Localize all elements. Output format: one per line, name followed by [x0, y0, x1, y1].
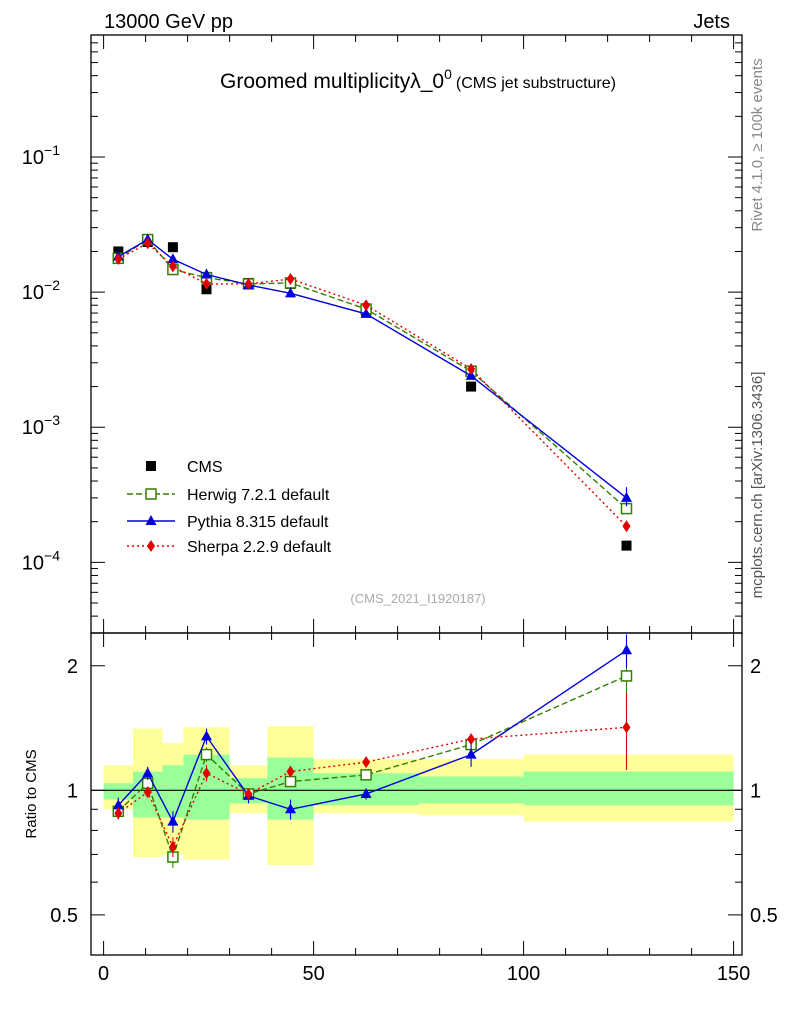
pythia-ratio-point: [112, 799, 124, 810]
ratio-y-tick-label-right: 1: [750, 780, 761, 802]
main-y-tick-label: 10−4: [22, 547, 60, 574]
analysis-id-watermark: (CMS_2021_I1920187): [350, 591, 485, 606]
pythia-main-point: [201, 268, 212, 279]
ratio-x-tick-label: 0: [98, 963, 109, 985]
main-y-tick-label: 10−1: [22, 142, 60, 169]
ratio-y-tick-label-left: 1: [67, 780, 78, 802]
pythia-ratio-point: [621, 644, 632, 655]
ratio-x-tick-label: 150: [717, 963, 750, 985]
rivet-version-label: Rivet 4.1.0, ≥ 100k events: [749, 58, 766, 231]
pythia-legend-label: Pythia 8.315 default: [187, 514, 329, 531]
pythia-main-point: [167, 253, 179, 264]
ratio-x-tick-label: 50: [302, 963, 324, 985]
sherpa-ratio-point: [114, 807, 123, 820]
ratio-uncertainty-bands: [91, 726, 742, 866]
ratio-y-tick-label-right: 0.5: [750, 905, 778, 927]
sherpa-ratio-point: [202, 767, 211, 780]
ratio-band-inner: [103, 783, 133, 800]
ratio-band-inner: [162, 765, 184, 818]
sherpa-ratio-line: [117, 726, 627, 849]
ratio-ylabel: Ratio to CMS: [23, 749, 40, 838]
plot-title: Groomed multiplicityλ_00(CMS jet substru…: [220, 66, 616, 93]
data-main-point: [167, 242, 178, 253]
header-process-label: Jets: [693, 11, 730, 33]
sherpa-ratio-point: [362, 756, 371, 769]
sherpa-main-point: [244, 277, 253, 290]
data-legend-marker: [146, 461, 156, 471]
herwig-ratio-point: [284, 775, 297, 788]
ratio-y-tick-label-right: 2: [750, 656, 761, 678]
pythia-ratio-point: [285, 803, 296, 814]
herwig-ratio-point: [360, 769, 372, 781]
ratio-x-tick-label: 100: [507, 963, 540, 985]
data-main-point: [621, 540, 632, 551]
pythia-ratio-point: [465, 748, 477, 759]
sherpa-ratio-point: [168, 840, 177, 853]
sherpa-main-point: [202, 277, 211, 290]
herwig-legend-label: Herwig 7.2.1 default: [187, 487, 330, 504]
main-y-tick-label: 10−2: [22, 277, 60, 304]
sherpa-main-point: [362, 299, 371, 312]
data-legend-label: CMS: [187, 459, 223, 476]
herwig-ratio-point: [200, 748, 213, 761]
sherpa-legend-marker: [147, 540, 155, 552]
sherpa-ratio-point: [467, 733, 476, 746]
sherpa-main-point: [168, 260, 177, 273]
herwig-legend-marker: [145, 488, 157, 500]
legend: CMS Herwig 7.2.1 default Pythia 8.315 defa…: [127, 459, 332, 556]
data-main-point: [466, 381, 477, 392]
sherpa-ratio-point: [244, 787, 253, 800]
sherpa-ratio-point: [143, 786, 152, 799]
pythia-main-point: [360, 307, 372, 318]
pythia-main-point: [285, 287, 296, 298]
ratio-y-tick-label-left: 2: [67, 656, 78, 678]
header-energy-label: 13000 GeV pp: [104, 11, 233, 33]
ratio-band-inner: [523, 771, 734, 806]
pythia-ratio-point: [167, 815, 179, 826]
sherpa-main-point: [143, 237, 152, 250]
pythia-ratio-point: [201, 730, 212, 741]
main-y-tick-label: 10−3: [22, 412, 60, 439]
sherpa-main-point: [114, 252, 123, 265]
herwig-ratio-point: [620, 670, 633, 682]
sherpa-main-line: [117, 242, 627, 527]
mcplots-label: mcplots.cern.ch [arXiv:1306.3436]: [749, 372, 766, 599]
pythia-ratio-point: [360, 787, 372, 798]
pythia-ratio-point: [142, 767, 154, 778]
ratio-y-tick-label-left: 0.5: [50, 905, 78, 927]
sherpa-ratio-point: [622, 721, 631, 734]
ratio-band-inner: [183, 754, 230, 820]
sherpa-main-point: [622, 520, 631, 533]
ratio-series-layer: [112, 634, 633, 868]
sherpa-legend-label: Sherpa 2.2.9 default: [187, 539, 332, 556]
sherpa-main-point: [286, 273, 295, 286]
main-axis-ticks: 10−1 10−2 10−3 10−4: [22, 34, 742, 634]
herwig-main-line: [117, 238, 627, 510]
pythia-legend-marker: [145, 515, 157, 525]
main-series-layer: [112, 233, 633, 551]
ratio-plot-frame: [90, 632, 743, 956]
sherpa-ratio-point: [286, 765, 295, 778]
ratio-axis-ticks: 0.5 0.5 1 1 2 2 0 50 100 150: [50, 633, 778, 985]
sherpa-main-point: [467, 362, 476, 375]
